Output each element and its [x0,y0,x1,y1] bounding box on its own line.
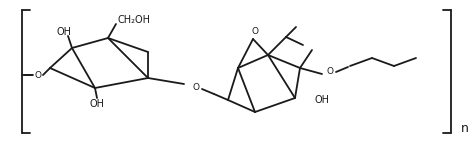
Text: O: O [192,84,200,93]
Text: O: O [252,26,258,35]
Text: O: O [35,70,42,80]
Text: O: O [327,67,334,77]
Text: CH₂OH: CH₂OH [118,15,151,25]
Text: OH: OH [315,95,330,105]
Text: n: n [461,122,469,135]
Text: OH: OH [90,99,104,109]
Text: OH: OH [56,27,72,37]
